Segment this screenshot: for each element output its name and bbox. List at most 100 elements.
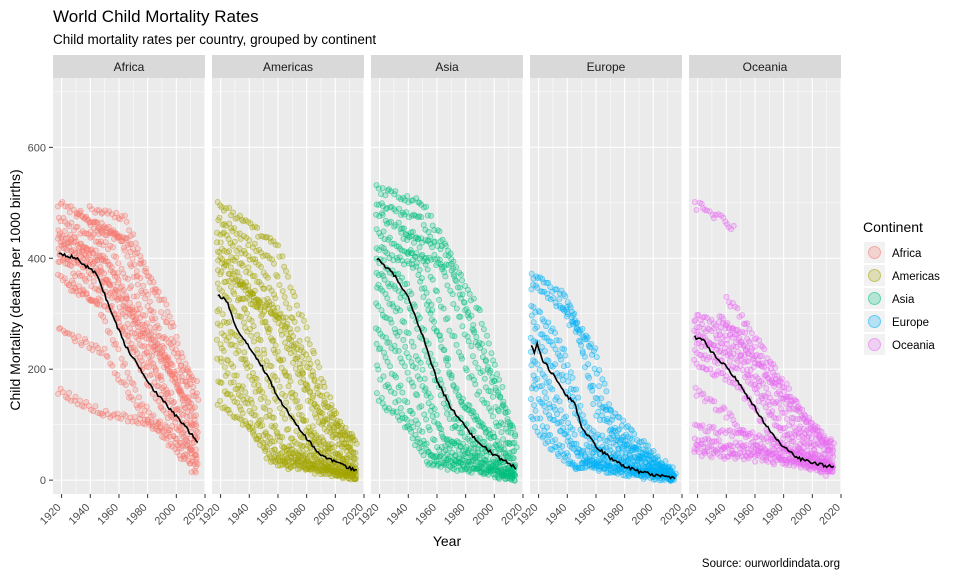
data-point: [325, 448, 332, 455]
data-point: [783, 456, 790, 463]
data-point: [620, 417, 627, 424]
strip-label-europe: Europe: [587, 60, 626, 74]
data-point: [156, 325, 163, 332]
data-point: [562, 352, 569, 359]
x-tick-label: 2000: [471, 502, 497, 528]
data-point: [229, 209, 236, 216]
data-point: [129, 245, 136, 252]
data-point: [216, 306, 223, 313]
data-point: [629, 436, 636, 443]
data-point: [472, 359, 479, 366]
y-tick-label: 200: [28, 364, 46, 376]
data-point: [251, 405, 258, 412]
data-point: [134, 281, 141, 288]
data-point: [756, 337, 763, 344]
data-point: [724, 444, 731, 451]
data-point: [452, 276, 459, 283]
data-point: [476, 307, 483, 314]
data-point: [276, 383, 283, 390]
data-point: [405, 330, 412, 337]
x-tick-label: 1980: [442, 502, 468, 528]
data-point: [563, 313, 570, 320]
x-tick-label: 1980: [124, 502, 150, 528]
data-point: [292, 398, 299, 405]
data-point: [310, 372, 317, 379]
data-point: [571, 431, 578, 438]
data-point: [403, 209, 410, 216]
data-point: [380, 257, 387, 264]
data-point: [465, 447, 472, 454]
data-point: [693, 206, 700, 213]
data-point: [417, 359, 424, 366]
data-point: [140, 282, 147, 289]
legend-swatch-europe: [868, 315, 881, 328]
data-point: [742, 329, 749, 336]
data-point: [187, 376, 194, 383]
data-point: [254, 224, 261, 231]
data-point: [137, 314, 144, 321]
data-point: [559, 443, 566, 450]
data-point: [458, 277, 465, 284]
data-point: [427, 212, 434, 219]
data-point: [568, 403, 575, 410]
data-point: [830, 453, 837, 460]
data-point: [311, 377, 318, 384]
data-point: [541, 432, 548, 439]
x-axis-title: Year: [433, 533, 462, 549]
data-point: [715, 437, 722, 444]
data-point: [402, 343, 409, 350]
data-point: [830, 440, 837, 447]
data-point: [289, 333, 296, 340]
data-point: [316, 441, 323, 448]
data-point: [401, 319, 408, 326]
data-point: [403, 280, 410, 287]
data-point: [463, 305, 470, 312]
x-tick-label: 1920: [38, 502, 64, 528]
data-point: [171, 368, 178, 375]
data-point: [295, 404, 302, 411]
data-point: [445, 252, 452, 259]
data-point: [457, 442, 464, 449]
data-point: [734, 305, 741, 312]
data-point: [132, 240, 139, 247]
data-point: [547, 431, 554, 438]
data-point: [669, 464, 676, 471]
data-point: [754, 390, 761, 397]
data-point: [775, 415, 782, 422]
data-point: [169, 362, 176, 369]
data-point: [421, 441, 428, 448]
data-point: [125, 275, 132, 282]
data-point: [816, 435, 823, 442]
data-point: [541, 373, 548, 380]
data-point: [494, 371, 501, 378]
data-point: [130, 396, 137, 403]
data-point: [282, 314, 289, 321]
data-point: [744, 344, 751, 351]
data-point: [699, 422, 706, 429]
data-point: [379, 211, 386, 218]
data-point: [248, 317, 255, 324]
data-point: [485, 340, 492, 347]
data-point: [565, 378, 572, 385]
data-point: [570, 321, 577, 328]
data-point: [61, 275, 68, 282]
data-point: [68, 262, 75, 269]
data-point: [282, 392, 289, 399]
data-point: [188, 400, 195, 407]
data-point: [298, 353, 305, 360]
data-point: [240, 319, 247, 326]
data-point: [776, 400, 783, 407]
data-point: [239, 262, 246, 269]
data-point: [77, 397, 84, 404]
data-point: [74, 223, 81, 230]
data-point: [306, 364, 313, 371]
data-point: [398, 274, 405, 281]
data-point: [513, 444, 520, 451]
data-point: [157, 374, 164, 381]
legend-swatch-africa: [868, 246, 881, 259]
data-point: [710, 423, 717, 430]
data-point: [424, 266, 431, 273]
data-point: [309, 423, 316, 430]
data-point: [429, 276, 436, 283]
